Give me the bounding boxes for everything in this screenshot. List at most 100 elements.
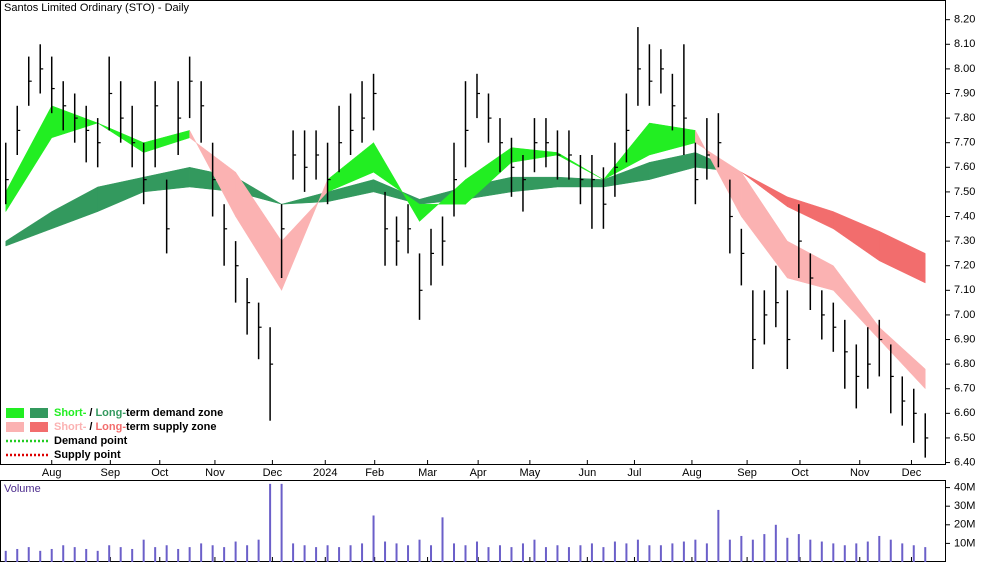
zone-band	[97, 176, 144, 212]
volume-tick-label: 40M	[954, 481, 975, 493]
x-tick-label: May	[519, 467, 540, 479]
volume-bar	[62, 545, 65, 562]
volume-bar	[142, 539, 145, 562]
volume-bar	[475, 541, 478, 562]
volume-bar	[809, 539, 812, 562]
zone-band	[51, 186, 98, 230]
x-tick-label: Dec	[902, 467, 922, 479]
volume-bar	[50, 548, 53, 562]
zone-band	[787, 196, 834, 230]
volume-bar	[671, 543, 674, 562]
volume-bar	[924, 547, 927, 562]
volume-bar	[119, 547, 122, 562]
volume-bar	[774, 524, 777, 562]
volume-bar	[878, 535, 881, 562]
volume-tick-label: 10M	[954, 537, 975, 549]
legend-swatch	[6, 408, 24, 418]
legend-part: Long-	[95, 421, 126, 433]
volume-bar	[797, 534, 800, 562]
volume-bar	[659, 545, 662, 562]
zone-band	[235, 171, 282, 292]
y-tick-label: 6.60	[954, 407, 975, 419]
volume-bar	[487, 547, 490, 562]
volume-bar	[740, 535, 743, 562]
volume-bar	[590, 543, 593, 562]
volume-bar	[418, 539, 421, 562]
y-tick-label: 7.90	[954, 87, 975, 99]
y-tick-label: 6.50	[954, 432, 975, 444]
x-tick-label: Sep	[101, 467, 121, 479]
y-tick-label: 7.70	[954, 137, 975, 149]
volume-bar	[395, 543, 398, 562]
x-tick-label: Sep	[737, 467, 757, 479]
volume-bar	[464, 545, 467, 562]
y-tick-label: 7.40	[954, 210, 975, 222]
volume-bar	[407, 545, 410, 562]
volume-bar	[498, 545, 501, 562]
x-tick-label: Jun	[578, 467, 596, 479]
volume-bar	[280, 483, 283, 562]
volume-bar	[843, 545, 846, 562]
volume-bar	[889, 539, 892, 562]
volume-bar	[108, 545, 111, 562]
x-tick-label: Oct	[151, 467, 168, 479]
volume-bar	[521, 543, 524, 562]
zone-band	[833, 264, 880, 341]
volume-bar	[349, 545, 352, 562]
x-tick-label: Feb	[365, 467, 384, 479]
y-tick-label: 6.80	[954, 358, 975, 370]
zone-band	[373, 141, 420, 223]
legend-part: /	[89, 421, 92, 433]
volume-bar	[315, 547, 318, 562]
x-tick-label: Aug	[682, 467, 702, 479]
volume-bar	[648, 545, 651, 562]
legend-swatch	[6, 422, 24, 432]
volume-bar	[154, 547, 157, 562]
volume-bar	[338, 547, 341, 562]
y-tick-label: 7.20	[954, 260, 975, 272]
legend-part: Long-	[95, 407, 126, 419]
volume-bar	[292, 543, 295, 562]
volume-bar	[763, 534, 766, 562]
y-tick-label: 7.00	[954, 309, 975, 321]
volume-bar	[269, 483, 272, 562]
volume-bar	[200, 543, 203, 562]
x-tick-label: Oct	[791, 467, 808, 479]
y-tick-label: 6.90	[954, 333, 975, 345]
zone-band	[879, 230, 926, 284]
volume-bar	[211, 545, 214, 562]
legend-swatch	[30, 408, 48, 418]
x-tick-label: Aug	[42, 467, 62, 479]
volume-bar	[73, 547, 76, 562]
volume-tick-label: 30M	[954, 500, 975, 512]
y-tick-label: 7.60	[954, 161, 975, 173]
y-tick-label: 8.10	[954, 38, 975, 50]
legend-label: Supply point	[54, 449, 121, 461]
volume-bar	[361, 543, 364, 562]
volume-bar	[832, 543, 835, 562]
volume-panel	[0, 480, 946, 562]
volume-bar	[533, 539, 536, 562]
volume-bar	[131, 548, 134, 562]
volume-bar	[257, 539, 260, 562]
volume-bar	[4, 550, 7, 562]
volume-bar	[453, 543, 456, 562]
volume-bar	[384, 541, 387, 562]
volume-title: Volume	[4, 483, 41, 495]
volume-bar	[177, 548, 180, 562]
volume-bar	[855, 543, 858, 562]
volume-bar	[705, 543, 708, 562]
volume-bar	[901, 543, 904, 562]
volume-bar	[544, 547, 547, 562]
volume-bar	[16, 548, 19, 562]
volume-bar	[636, 539, 639, 562]
volume-bar	[27, 547, 30, 562]
legend-part: Short-	[54, 407, 87, 419]
volume-bar	[728, 539, 731, 562]
volume-bar	[165, 545, 168, 562]
legend-part: term demand zone	[126, 407, 223, 419]
x-tick-label: Nov	[205, 467, 225, 479]
volume-bar	[188, 547, 191, 562]
zone-band	[833, 211, 880, 262]
